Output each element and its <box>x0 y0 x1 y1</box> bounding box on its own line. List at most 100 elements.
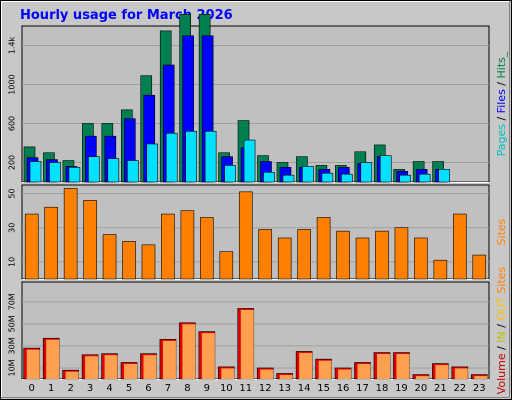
bar-sites <box>180 210 195 280</box>
x-tick-label: 8 <box>184 383 190 394</box>
bar-out <box>279 374 293 379</box>
y-tick-label: 30M <box>8 337 17 354</box>
bar-sites <box>453 213 467 280</box>
bar-sites <box>375 230 389 280</box>
x-tick-label: 1 <box>48 383 54 394</box>
y-tick-label: 200 <box>8 155 17 170</box>
y-tick-label: 1.4k <box>8 36 17 54</box>
y-tick-label: 10 <box>8 257 17 267</box>
bar-pages <box>360 162 373 183</box>
bar-out <box>85 356 99 379</box>
legend-part: Hits <box>495 57 508 79</box>
bar-sites <box>355 237 370 280</box>
bar-sites <box>336 230 350 280</box>
bar-sites <box>200 217 214 280</box>
bar-sites <box>44 206 58 280</box>
bar-pages <box>224 165 236 183</box>
x-tick-label: 17 <box>356 383 369 394</box>
y-tick-label: 1000 <box>8 74 17 94</box>
bar-pages <box>88 156 100 183</box>
x-tick-label: 19 <box>395 383 408 394</box>
legend-part: Sites <box>495 218 508 245</box>
bar-out <box>454 368 468 379</box>
x-tick-label: 4 <box>106 383 112 394</box>
bar-out <box>318 360 332 379</box>
bar-out <box>435 365 449 379</box>
bar-pages <box>418 173 431 183</box>
bar-out <box>46 339 60 379</box>
y-tick-label: 10M <box>8 359 17 376</box>
bar-pages <box>126 160 139 183</box>
bar-out <box>143 355 157 379</box>
bar-out <box>104 355 118 379</box>
panel-pages-files-hits: 200 600 1000 1.4k Pages / Files / Hits_ <box>8 14 508 183</box>
bar-pages <box>68 167 81 183</box>
bar-pages <box>185 131 197 183</box>
bar-sites <box>394 227 409 280</box>
bar-pages <box>107 158 120 183</box>
x-tick-label: 3 <box>87 383 93 394</box>
bar-pages <box>29 161 42 183</box>
x-tick-label: 22 <box>453 383 466 394</box>
x-tick-label: 15 <box>317 383 330 394</box>
legend-part: / <box>495 78 508 89</box>
bar-out <box>221 368 235 379</box>
x-tick-label: 20 <box>415 383 428 394</box>
legend-volume: Volume / IN / OUT Sites <box>495 266 508 394</box>
legend-part: / <box>495 343 508 354</box>
bar-out <box>260 369 274 379</box>
bar-out <box>182 324 196 379</box>
x-tick-label: 6 <box>145 383 151 394</box>
bar-pages <box>146 143 159 183</box>
x-tick-label: 16 <box>337 383 350 394</box>
bar-sites <box>102 234 117 280</box>
x-axis: 0 1 2 3 4 5 6 7 8 9 10 11 12 13 14 15 16 17 18 19 20 21 22 23 <box>29 383 486 394</box>
bar-pages <box>399 174 412 183</box>
bar-sites <box>258 229 273 280</box>
bar-pages <box>263 171 275 183</box>
bar-sites <box>238 191 253 280</box>
x-tick-label: 11 <box>239 383 252 394</box>
bar-out <box>299 352 313 379</box>
panel-sites: 10 30 50 Sites <box>8 184 508 280</box>
legend-part: _ <box>495 51 508 58</box>
x-tick-label: 13 <box>278 383 291 394</box>
bar-pages <box>282 174 295 183</box>
bar-sites <box>472 254 487 280</box>
bar-sites <box>24 213 39 280</box>
bar-sites <box>219 251 234 280</box>
y-tick-label: 70M <box>8 293 17 310</box>
bar-sites <box>433 259 448 280</box>
legend-part: Sites <box>495 266 508 293</box>
bar-sites <box>277 237 292 280</box>
bar-pages <box>204 131 217 183</box>
bar-pages <box>243 139 256 183</box>
bar-out <box>240 309 254 379</box>
x-tick-label: 23 <box>473 383 486 394</box>
legend-part: IN <box>495 331 508 342</box>
legend-part: OUT <box>495 297 508 321</box>
plot-area-pages-files-hits <box>21 25 490 183</box>
legend-part: / <box>495 320 508 331</box>
bar-sites <box>122 241 136 280</box>
bar-sites <box>83 200 97 280</box>
bar-pages <box>165 132 178 183</box>
plot-area-volume <box>21 281 490 380</box>
bar-pages <box>341 173 353 183</box>
y-tick-label: 50M <box>8 315 17 332</box>
plot-area-sites <box>21 184 490 280</box>
legend-part: Pages <box>495 124 508 157</box>
legend-sites: Sites <box>495 218 508 245</box>
bar-out <box>338 369 352 379</box>
bar-out <box>26 349 40 379</box>
bar-pages <box>438 169 450 183</box>
bar-sites <box>297 229 311 280</box>
bar-pages <box>321 172 334 183</box>
bar-pages <box>379 155 392 183</box>
bar-sites <box>161 213 175 280</box>
y-tick-label: 30 <box>8 223 17 233</box>
legend-part: Files <box>495 89 508 113</box>
bar-out <box>201 333 215 379</box>
bar-out <box>396 354 410 379</box>
